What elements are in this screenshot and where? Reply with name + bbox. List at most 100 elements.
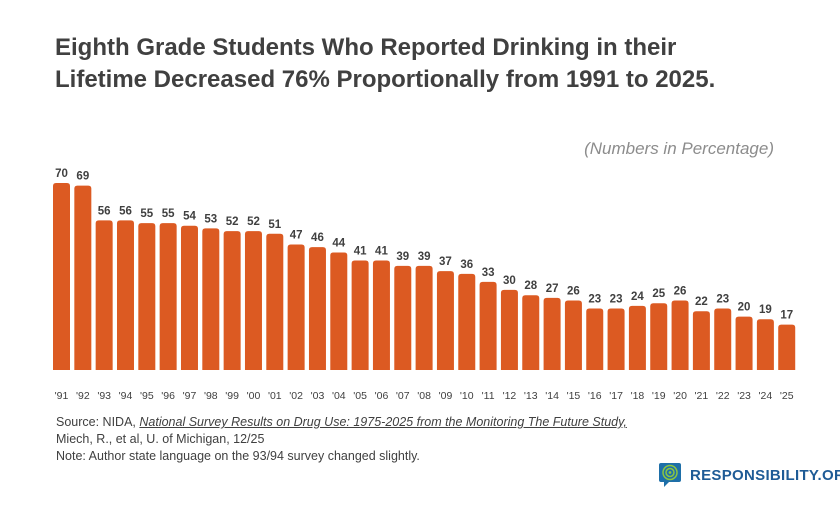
x-tick-label: '21 [695,390,709,402]
x-tick-label: '23 [737,390,751,402]
data-label: 55 [162,208,175,220]
bar [522,295,540,370]
bar [308,247,326,370]
bar [650,303,668,370]
data-label: 28 [524,280,537,292]
survey-note: Note: Author state language on the 93/94… [56,449,420,463]
bar [436,271,454,370]
x-tick-label: '10 [460,390,474,402]
data-label: 27 [546,283,559,295]
logo-target-icon [659,463,681,487]
x-tick-label: '02 [289,390,303,402]
bar [543,297,561,370]
source-prefix: Source: NIDA, [56,415,140,429]
source-link[interactable]: National Survey Results on Drug Use: 197… [139,415,627,429]
x-tick-label: '98 [204,390,218,402]
x-tick-label: '07 [396,390,410,402]
bar [202,228,220,370]
bar [692,311,710,370]
x-tick-label: '94 [119,390,133,402]
x-tick-label: '22 [716,390,730,402]
data-label: 23 [588,294,601,306]
bar [287,244,305,370]
bar [244,231,262,370]
data-label: 69 [76,171,89,183]
x-tick-label: '16 [588,390,602,402]
logo-text: RESPONSIBILITY.ORG [690,466,840,484]
bar [116,220,134,370]
x-tick-label: '20 [673,390,687,402]
data-label: 44 [332,237,345,249]
data-label: 26 [567,286,580,298]
data-label: 53 [204,213,217,225]
responsibility-logo: RESPONSIBILITY.ORG [658,462,840,488]
bar [266,233,284,370]
bar [394,265,412,370]
x-tick-label: '05 [353,390,367,402]
x-tick-label: '92 [76,390,90,402]
data-label: 30 [503,275,516,287]
data-label: 70 [55,168,68,180]
x-tick-label: '12 [503,390,517,402]
data-label: 47 [290,229,303,241]
bar [735,316,753,370]
data-label: 19 [759,304,772,316]
bar [180,225,198,370]
data-label: 56 [119,205,132,217]
bar [714,308,732,370]
data-label: 52 [247,216,260,228]
data-label: 51 [268,219,281,231]
bar [586,308,604,370]
chart-title: Eighth Grade Students Who Reported Drink… [55,32,715,96]
x-tick-label: '13 [524,390,538,402]
data-label: 56 [98,205,111,217]
data-label: 24 [631,291,644,303]
bar [458,273,476,370]
data-label: 46 [311,232,324,244]
x-tick-label: '03 [311,390,325,402]
data-label: 25 [652,288,665,300]
data-label: 41 [354,245,367,257]
bar [138,223,156,370]
x-tick-label: '11 [482,390,495,402]
x-tick-label: '17 [609,390,623,402]
title-line-1: Eighth Grade Students Who Reported Drink… [55,34,677,61]
data-label: 23 [610,294,623,306]
bar [500,289,518,370]
x-tick-label: '15 [567,390,581,402]
x-tick-label: '14 [545,390,559,402]
bar [95,220,113,370]
x-tick-label: '96 [161,390,175,402]
title-line-2: Lifetime Decreased 76% Proportionally fr… [55,66,716,93]
x-tick-label: '93 [97,390,111,402]
x-tick-label: '99 [225,390,239,402]
data-label: 20 [738,302,751,314]
bar [628,305,646,370]
data-label: 37 [439,256,452,268]
bar [223,231,241,370]
bar [74,185,92,370]
bar [671,300,689,370]
x-tick-label: '09 [439,390,453,402]
x-tick-label: '01 [268,390,282,402]
data-label: 54 [183,211,196,223]
x-tick-label: '24 [759,390,773,402]
bar [415,265,433,370]
x-tick-label: '18 [631,390,645,402]
bar [756,319,774,370]
x-tick-label: '04 [332,390,346,402]
bar [351,260,369,370]
x-tick-label: '06 [375,390,389,402]
source-authors: Miech, R., et al, U. of Michigan, 12/25 [56,432,265,446]
data-label: 55 [140,208,153,220]
data-label: 33 [482,267,495,279]
data-label: 36 [460,259,473,271]
bar [53,183,70,370]
source-note: Source: NIDA, National Survey Results on… [56,414,627,465]
data-label: 41 [375,245,388,257]
data-label: 39 [396,251,409,263]
data-label: 52 [226,216,239,228]
bar [607,308,625,370]
bar [330,252,348,370]
x-tick-label: '25 [780,390,794,402]
